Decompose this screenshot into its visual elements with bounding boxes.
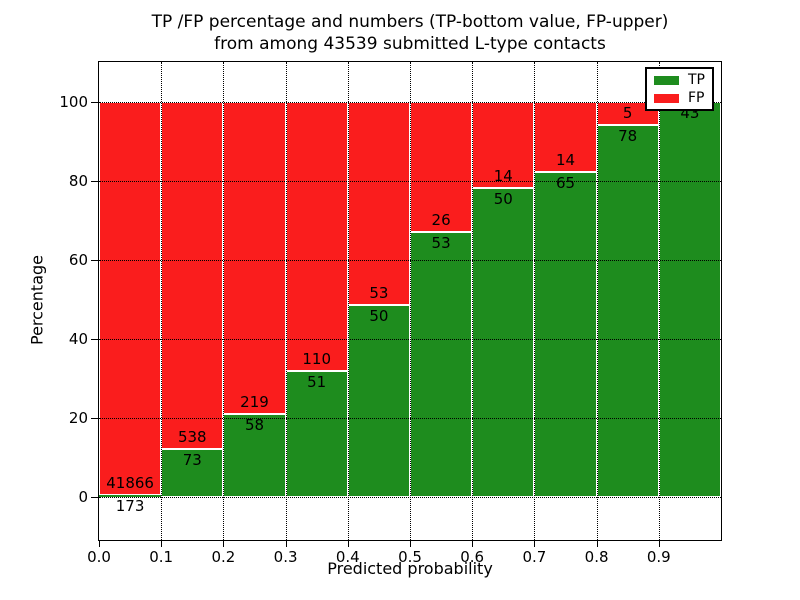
x-tick-label: 0.3 <box>273 548 298 566</box>
x-tick <box>410 540 411 547</box>
bar-fp-count-label: 41866 <box>106 473 154 492</box>
chart-title-line1: TP /FP percentage and numbers (TP-bottom… <box>151 12 669 32</box>
x-tick-label: 0.5 <box>398 548 422 566</box>
y-tick <box>91 338 98 340</box>
chart-title: TP /FP percentage and numbers (TP-bottom… <box>98 11 722 55</box>
x-tick-label: 0.8 <box>584 548 609 566</box>
x-tick <box>347 540 349 547</box>
bar-fp-segment <box>161 101 224 450</box>
y-tick-label: 80 <box>68 171 88 190</box>
gridline-vertical <box>223 62 225 540</box>
x-tick-label: 0.7 <box>522 548 547 566</box>
y-tick <box>91 180 98 182</box>
gridline-vertical <box>472 62 474 540</box>
bar-tp-count-label: 173 <box>115 496 145 515</box>
gridline-vertical <box>658 62 660 540</box>
plot-area: 41866 173 538 73 219 58 110 51 53 50 26 53 14 50 14 65 5… <box>98 61 722 541</box>
bar-fp-count-label: 14 <box>555 150 576 169</box>
legend-swatch-tp-icon <box>654 75 679 85</box>
x-tick-label: 0.0 <box>87 548 111 566</box>
bar-fp-count-label: 26 <box>431 210 451 229</box>
gridline-vertical <box>534 62 536 540</box>
x-tick <box>596 540 598 547</box>
bar-tp-count-label: 50 <box>369 306 389 325</box>
bar-tp-segment <box>223 413 286 497</box>
y-tick <box>91 101 98 103</box>
gridline-vertical <box>161 62 163 540</box>
gridline-vertical <box>285 62 287 540</box>
legend: TP FP <box>645 67 714 111</box>
bar-tp-count-label: 73 <box>182 451 202 470</box>
bar-fp-segment <box>99 101 162 495</box>
y-tick <box>91 496 98 498</box>
x-tick-label: 0.1 <box>149 548 174 566</box>
bar-fp-count-label: 53 <box>369 283 389 302</box>
bar-fp-segment <box>223 101 286 414</box>
bar-tp-segment <box>285 371 348 497</box>
x-tick <box>161 540 163 547</box>
bar-tp-count-label: 51 <box>307 373 327 392</box>
chart-title-line2: from among 43539 submitted L-type contac… <box>214 34 606 54</box>
bar-fp-count-label: 219 <box>240 392 269 411</box>
gridline-vertical <box>347 62 349 540</box>
x-tick <box>223 540 225 547</box>
bar-fp-segment <box>347 101 410 305</box>
bar-tp-segment <box>99 494 162 497</box>
x-tick <box>658 540 660 547</box>
y-tick-label: 100 <box>59 92 88 111</box>
y-tick-label: 60 <box>68 250 88 269</box>
bar-tp-segment <box>534 171 597 497</box>
legend-label-fp: FP <box>688 90 705 106</box>
bar-fp-count-label: 14 <box>493 166 513 185</box>
x-tick <box>534 540 536 547</box>
legend-item-fp: FP <box>654 91 712 105</box>
x-axis-label: Predicted probability <box>327 559 493 578</box>
gridline-vertical <box>410 62 411 540</box>
bar-tp-count-label: 58 <box>244 415 265 434</box>
bar-fp-count-label: 538 <box>177 428 207 447</box>
bar-tp-segment <box>658 101 721 497</box>
gridline-horizontal <box>99 259 721 261</box>
x-tick-label: 0.2 <box>211 548 236 566</box>
x-tick-label: 0.9 <box>646 548 671 566</box>
legend-label-tp: TP <box>688 72 705 88</box>
legend-item-tp: TP <box>654 73 712 87</box>
gridline-horizontal <box>99 101 721 103</box>
x-tick-label: 0.6 <box>460 548 485 566</box>
legend-swatch-fp-icon <box>654 93 679 103</box>
gridline-vertical <box>596 62 598 540</box>
x-tick <box>285 540 287 547</box>
x-tick-label: 0.4 <box>335 548 360 566</box>
bar-tp-segment <box>472 187 535 497</box>
bar-tp-segment <box>410 231 473 497</box>
bar-fp-segment <box>285 101 348 372</box>
y-tick-label: 20 <box>68 408 88 427</box>
y-tick-label: 0 <box>78 487 88 506</box>
x-tick <box>99 540 100 547</box>
bar-tp-count-label: 78 <box>618 127 638 146</box>
gridline-horizontal <box>99 338 721 340</box>
bar-tp-count-label: 53 <box>431 233 451 252</box>
y-tick-label: 40 <box>68 329 88 348</box>
bar-tp-count-label: 50 <box>493 189 513 208</box>
x-tick <box>472 540 474 547</box>
bar-tp-segment <box>347 304 410 497</box>
gridline-horizontal <box>99 496 721 498</box>
y-tick <box>91 417 98 419</box>
y-tick <box>91 259 98 261</box>
bar-fp-count-label: 5 <box>622 104 633 123</box>
bar-fp-count-label: 110 <box>302 350 331 369</box>
gridline-horizontal <box>99 180 721 182</box>
gridline-horizontal <box>99 417 721 419</box>
bar-tp-count-label: 65 <box>555 173 576 192</box>
